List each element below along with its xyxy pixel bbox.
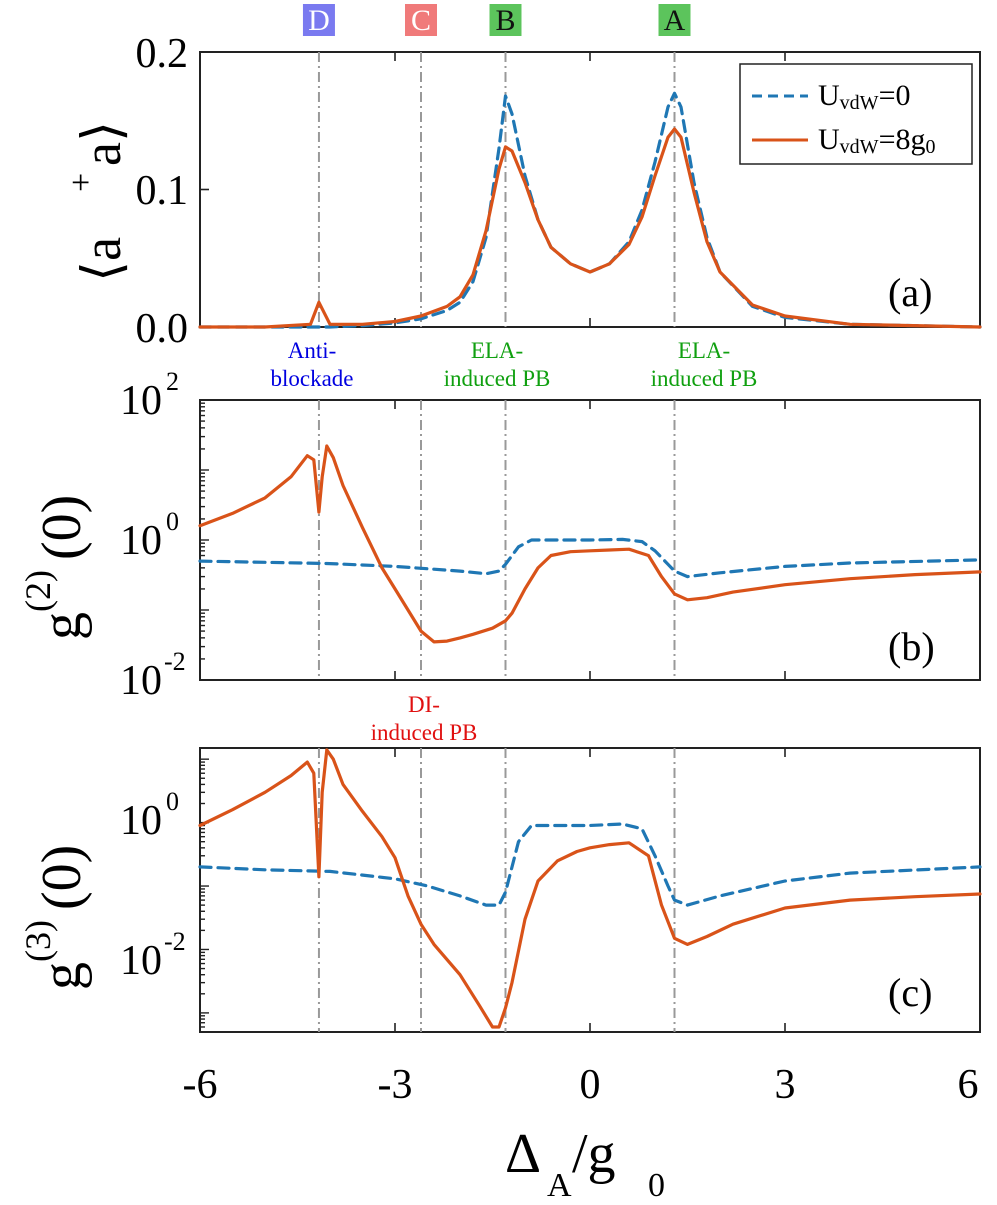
svg-text:g: g (31, 962, 93, 990)
svg-text:(0): (0) (31, 845, 93, 910)
annotation-ela-b-2: induced PB (444, 366, 551, 391)
panel-c-series (198, 748, 982, 1029)
marker-badge-label-D: D (308, 4, 330, 37)
xtick-label-3: 3 (775, 1062, 796, 1108)
svg-text:(2): (2) (18, 570, 58, 612)
ytick-label-a-2: 0.2 (136, 31, 189, 77)
ytick-exp-b-2: 2 (166, 367, 179, 396)
ytick-label-b-0: 10 (120, 658, 162, 704)
ytick-label-b-1: 10 (120, 518, 162, 564)
marker-badge-label-A: A (664, 4, 686, 37)
ytick-label-c-1: 10 (120, 798, 162, 844)
marker-badge-label-B: B (495, 4, 515, 37)
annotation-ela-a-1: ELA- (678, 338, 730, 363)
panel-a-ticks (199, 51, 981, 328)
legend-box (739, 63, 973, 165)
xtick-label-2: 0 (580, 1062, 601, 1108)
series-c-uvdw0-line (198, 822, 982, 907)
ytick-exp-b-0: -2 (164, 647, 186, 676)
annotation-di-1: DI- (408, 692, 440, 717)
series-a-uvdw8-line (198, 127, 982, 329)
annotation-ela-a-2: induced PB (651, 366, 758, 391)
marker-lines (317, 52, 676, 1032)
svg-text:+: + (63, 173, 100, 192)
marker-badge-B (489, 4, 522, 36)
ytick-label-c-0: 10 (120, 938, 162, 984)
xtick-label-0: -6 (183, 1062, 218, 1108)
annotation-anti-blockade-2: blockade (270, 366, 353, 391)
svg-text:a⟩: a⟩ (72, 121, 132, 166)
panel-label-b: (b) (888, 624, 935, 669)
y-axis-label-c: g (3) (0) (18, 845, 93, 990)
marker-badge-label-C: C (411, 4, 431, 37)
svg-text:⟨a: ⟨a (72, 237, 132, 282)
svg-text:0: 0 (648, 1167, 665, 1204)
annotation-di-2: induced PB (371, 720, 478, 745)
svg-text:A: A (547, 1167, 572, 1204)
svg-text:(0): (0) (31, 495, 93, 560)
ytick-exp-c-0: -2 (164, 927, 186, 956)
annotation-anti-blockade-1: Anti- (288, 338, 337, 363)
panel-label-c: (c) (888, 970, 932, 1015)
x-axis-label: Δ A /g 0 (505, 1123, 665, 1204)
marker-badge-A (658, 4, 691, 36)
y-axis-label-a: ⟨a + a⟩ (63, 121, 132, 282)
panel-c-frame (199, 747, 981, 1033)
ytick-label-a-0: 0.0 (136, 306, 189, 352)
xtick-label-1: -3 (378, 1062, 413, 1108)
svg-text:(3): (3) (18, 920, 58, 962)
legend-entry-1: UvdW=8g0 (818, 123, 935, 158)
series-c-uvdw8-line (198, 748, 982, 1029)
series-b-uvdw0-line (198, 537, 982, 579)
svg-text:g: g (31, 612, 93, 640)
xtick-label-4: 6 (958, 1062, 979, 1108)
svg-text:Δ: Δ (505, 1123, 541, 1185)
panel-label-a: (a) (888, 270, 932, 315)
panel-b-series (198, 444, 982, 644)
legend-entry-0: UvdW=0 (818, 79, 910, 114)
ytick-label-a-1: 0.1 (136, 168, 189, 214)
panel-a-series (198, 91, 982, 329)
svg-text:/g: /g (572, 1123, 616, 1185)
y-axis-label-b: g (2) (0) (18, 495, 93, 640)
annotation-ela-b-1: ELA- (471, 338, 523, 363)
series-b-uvdw8-line (198, 444, 982, 644)
marker-badge-C (405, 4, 437, 36)
ytick-exp-c-1: 0 (166, 787, 179, 816)
panel-c-ticks (199, 748, 981, 1033)
marker-badge-D (302, 4, 335, 36)
legend: UvdW=0 UvdW=8g0 (739, 63, 973, 165)
ytick-exp-b-1: 0 (166, 507, 179, 536)
ytick-label-b-2: 10 (120, 378, 162, 424)
